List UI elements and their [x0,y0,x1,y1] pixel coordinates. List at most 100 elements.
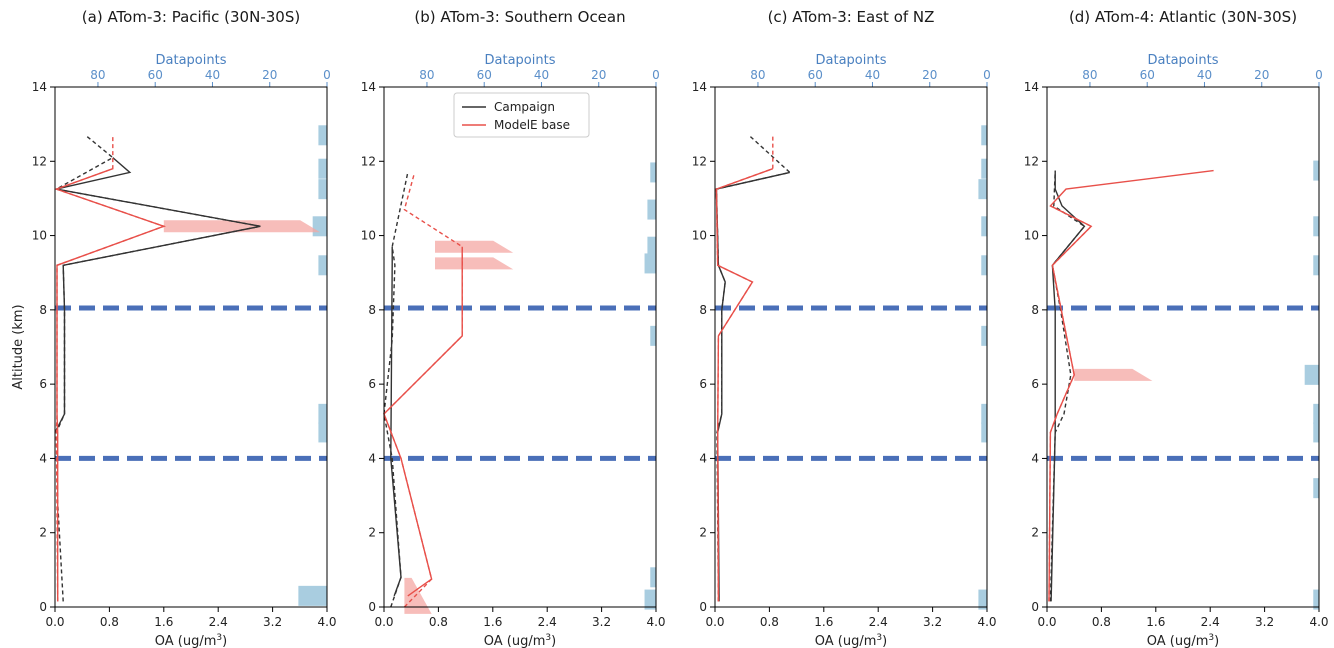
top-tick-label: 40 [534,68,549,82]
model-spread-band [435,257,514,270]
datapoint-bar [981,158,987,179]
x-tick-label: 2.4 [869,615,888,629]
x-axis-label: OA (ug/m3) [484,633,556,648]
top-tick-label: 0 [1315,68,1323,82]
datapoint-bar [318,403,327,424]
datapoint-bar [978,589,987,610]
top-tick-label: 80 [1082,68,1097,82]
y-tick-label: 4 [699,451,707,465]
top-tick-label: 60 [148,68,163,82]
x-tick-label: 3.2 [1255,615,1274,629]
y-tick-label: 12 [692,154,707,168]
x-tick-label: 3.2 [592,615,611,629]
plot-frame [1046,86,1320,608]
top-tick-label: 60 [808,68,823,82]
datapoint-bar [1313,589,1319,610]
x-tick-label: 0.0 [1037,615,1056,629]
y-tick-label: 0 [368,600,376,614]
y-tick-label: 0 [39,600,47,614]
model-spread-band [1074,368,1153,381]
y-tick-label: 10 [1024,229,1039,243]
datapoint-bar [981,255,987,276]
top-tick-label: 20 [262,68,277,82]
y-tick-label: 0 [1031,600,1039,614]
legend-box [453,92,590,138]
model-solid-line [715,168,774,602]
x-tick-label: 0.0 [374,615,393,629]
y-tick-label: 10 [361,229,376,243]
chart-title: (a) ATom-3: Pacific (30N-30S) [82,8,300,26]
datapoint-bar [981,125,987,146]
datapoint-bar [978,179,987,200]
top-tick-label: 20 [1254,68,1269,82]
top-tick-label: 80 [419,68,434,82]
model-spread-band [435,240,514,253]
top-axis-label: Datapoints [485,53,556,68]
x-tick-label: 4.0 [977,615,996,629]
y-tick-label: 4 [1031,451,1039,465]
campaign-dashed-line [715,134,792,602]
datapoint-bar [981,216,987,237]
chart-title: (d) ATom-4: Atlantic (30N-30S) [1069,8,1297,26]
model-dashed-line [383,172,463,608]
x-axis-label: OA (ug/m3) [1147,633,1219,648]
top-axis-label: Datapoints [156,53,227,68]
legend: Campaign ModelE base [453,92,590,138]
top-tick-label: 40 [205,68,220,82]
top-tick-label: 80 [90,68,105,82]
datapoint-bar [1304,364,1319,385]
datapoint-bar [647,236,656,257]
y-tick-label: 14 [32,80,47,94]
y-tick-label: 6 [39,377,47,391]
campaign-dashed-line [383,172,409,608]
y-tick-label: 4 [39,451,47,465]
top-tick-label: 40 [1197,68,1212,82]
x-tick-label: 1.6 [1146,615,1165,629]
datapoint-bar [298,585,327,606]
x-tick-label: 0.8 [429,615,448,629]
datapoint-bar [1313,255,1319,276]
datapoint-bar [981,325,987,346]
x-tick-label: 1.6 [483,615,502,629]
y-tick-label: 14 [692,80,707,94]
model-spread-band [163,220,321,233]
legend-model-label: ModelE base [494,118,570,132]
top-tick-label: 0 [323,68,331,82]
datapoint-bar [312,216,327,237]
x-tick-label: 4.0 [317,615,336,629]
campaign-solid-line [715,171,790,602]
datapoint-bar [1313,160,1319,181]
datapoint-bar [644,589,656,610]
datapoint-bar [981,403,987,424]
datapoint-bar [318,179,327,200]
top-tick-label: 40 [865,68,880,82]
chart-title: (c) ATom-3: East of NZ [768,8,935,26]
x-tick-label: 4.0 [1309,615,1328,629]
datapoint-bar [644,253,656,274]
y-tick-label: 6 [699,377,707,391]
datapoint-bar [650,162,656,183]
chart-panel-1: (a) ATom-3: Pacific (30N-30S) Datapoints 8… [32,8,337,648]
x-tick-label: 3.2 [263,615,282,629]
x-tick-label: 2.4 [209,615,228,629]
datapoint-bar [318,158,327,179]
x-tick-label: 0.8 [760,615,779,629]
datapoint-bar [650,567,656,588]
top-tick-label: 60 [477,68,492,82]
chart-panel-2: (b) ATom-3: Southern Ocean Datapoints 80 60… [361,8,666,648]
y-tick-label: 2 [368,526,376,540]
x-tick-label: 2.4 [538,615,557,629]
top-tick-label: 80 [750,68,765,82]
y-tick-label: 10 [692,229,707,243]
datapoint-bar [1313,216,1319,237]
plot-frame [714,86,988,608]
datapoint-bar [1313,422,1319,443]
x-tick-label: 1.6 [154,615,173,629]
top-axis-label: Datapoints [1148,53,1219,68]
x-tick-label: 2.4 [1201,615,1220,629]
y-tick-label: 10 [32,229,47,243]
y-tick-label: 12 [361,154,376,168]
chart-title: (b) ATom-3: Southern Ocean [414,8,625,26]
